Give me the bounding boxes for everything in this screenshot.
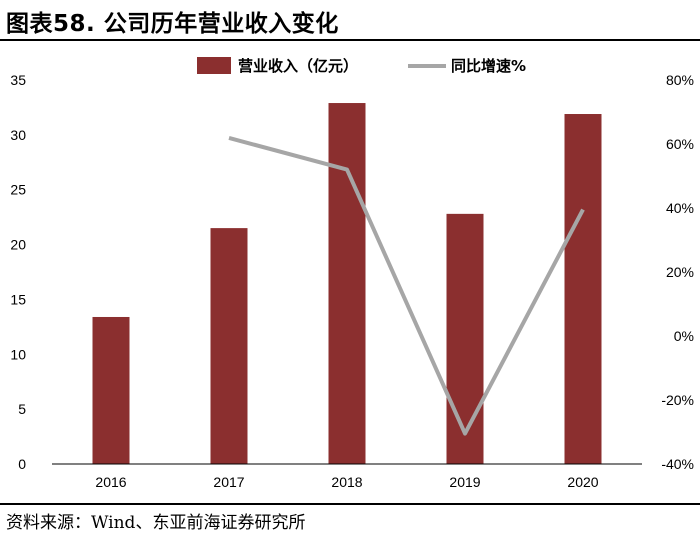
left-y-tick: 15 [10, 291, 26, 307]
right-y-tick: 80% [666, 72, 694, 88]
bar-2019 [446, 213, 484, 464]
right-y-tick: 40% [666, 200, 694, 216]
x-tick-labels: 2016 2017 2018 2019 2020 [95, 474, 598, 490]
growth-line [228, 135, 585, 436]
right-y-tick: 60% [666, 136, 694, 152]
source-note: 资料来源：Wind、东亚前海证券研究所 [6, 513, 306, 533]
x-tick-2019: 2019 [449, 474, 480, 490]
x-tick-2020: 2020 [567, 474, 598, 490]
bar-2017 [210, 228, 248, 464]
legend-bar-label: 营业收入（亿元） [238, 57, 358, 75]
right-y-tick: -40% [661, 456, 694, 472]
left-y-tick: 10 [10, 346, 26, 362]
bar-series [92, 103, 602, 465]
bar-2018 [328, 103, 366, 464]
bar-2020 [564, 114, 602, 465]
left-y-tick: 35 [10, 72, 26, 88]
source-rule [0, 503, 700, 505]
left-y-tick: 5 [18, 401, 26, 417]
legend: 营业收入（亿元） 同比增速% [197, 57, 526, 75]
title-rule [0, 39, 700, 41]
left-y-tick-labels: 0 5 10 15 20 25 30 35 [10, 72, 26, 472]
right-y-tick: -20% [661, 392, 694, 408]
left-y-tick: 0 [18, 456, 26, 472]
x-tick-2017: 2017 [213, 474, 244, 490]
bar-2016 [92, 316, 130, 464]
x-tick-2018: 2018 [331, 474, 362, 490]
figure-title: 图表58. 公司历年营业收入变化 [6, 11, 339, 37]
right-y-tick: 20% [666, 264, 694, 280]
right-y-tick: 0% [674, 328, 694, 344]
legend-bar-swatch [197, 57, 231, 74]
left-y-tick: 30 [10, 127, 26, 143]
x-tick-2016: 2016 [95, 474, 126, 490]
legend-line-label: 同比增速% [451, 57, 526, 75]
right-y-tick-labels: -40% -20% 0% 20% 40% 60% 80% [661, 72, 694, 472]
left-y-tick: 20 [10, 237, 26, 253]
left-y-tick: 25 [10, 182, 26, 198]
